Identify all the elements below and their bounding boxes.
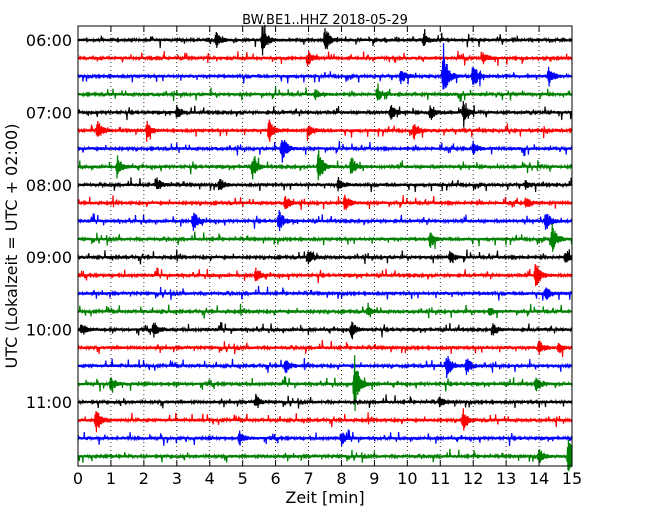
x-tick-label: 7 xyxy=(303,469,313,488)
trace-1115 xyxy=(77,408,573,433)
x-tick-label: 12 xyxy=(463,469,483,488)
trace-0600 xyxy=(77,24,573,56)
trace-0845 xyxy=(77,223,573,252)
trace-0945 xyxy=(77,302,573,319)
x-tick-label: 3 xyxy=(172,469,182,488)
trace-0730 xyxy=(77,140,573,163)
trace-group xyxy=(77,24,573,472)
x-tick-label: 10 xyxy=(397,469,417,488)
trace-0700 xyxy=(77,100,573,128)
trace-1130 xyxy=(77,429,573,446)
trace-0615 xyxy=(77,50,573,67)
trace-0745 xyxy=(77,149,573,181)
x-tick-label: 15 xyxy=(562,469,582,488)
y-tick-label: 07:00 xyxy=(26,103,72,122)
y-tick-label: 06:00 xyxy=(26,31,72,50)
x-tick-label: 9 xyxy=(369,469,379,488)
trace-0815 xyxy=(77,194,573,211)
y-axis-ticks: 06:00 07:00 08:00 09:00 10:00 11:00 xyxy=(26,31,572,412)
x-tick-label: 6 xyxy=(271,469,281,488)
trace-0830 xyxy=(77,210,573,232)
trace-1145 xyxy=(77,440,573,472)
x-axis-ticks: 0 1 2 3 4 5 6 7 8 9 10 11 12 13 14 15 xyxy=(73,26,582,488)
x-axis-label: Zeit [min] xyxy=(285,488,364,507)
trace-1100 xyxy=(77,393,573,409)
trace-0900 xyxy=(77,249,573,265)
x-tick-label: 2 xyxy=(139,469,149,488)
trace-1015 xyxy=(77,340,573,358)
trace-0645 xyxy=(77,83,573,102)
x-tick-label: 8 xyxy=(336,469,346,488)
trace-0800 xyxy=(77,177,573,193)
y-tick-label: 10:00 xyxy=(26,321,72,340)
x-tick-label: 1 xyxy=(106,469,116,488)
x-tick-label: 4 xyxy=(205,469,215,488)
trace-1045 xyxy=(77,355,573,412)
x-tick-label: 11 xyxy=(430,469,450,488)
trace-1030 xyxy=(77,356,573,379)
trace-0930 xyxy=(77,285,573,301)
x-tick-label: 14 xyxy=(529,469,549,488)
y-axis-label: UTC (Lokalzeit = UTC + 02:00) xyxy=(2,124,21,369)
y-tick-label: 08:00 xyxy=(26,176,72,195)
x-tick-label: 13 xyxy=(496,469,516,488)
trace-0630 xyxy=(77,43,573,90)
x-tick-label: 5 xyxy=(238,469,248,488)
grid-lines xyxy=(110,26,540,466)
x-tick-label: 0 xyxy=(73,469,83,488)
chart-title: BW.BE1..HHZ 2018-05-29 xyxy=(242,13,408,28)
trace-1000 xyxy=(77,321,573,340)
y-tick-label: 09:00 xyxy=(26,248,72,267)
plot-frame xyxy=(77,25,573,467)
trace-0915 xyxy=(77,263,573,287)
trace-0715 xyxy=(77,119,573,142)
y-tick-label: 11:00 xyxy=(26,393,72,412)
